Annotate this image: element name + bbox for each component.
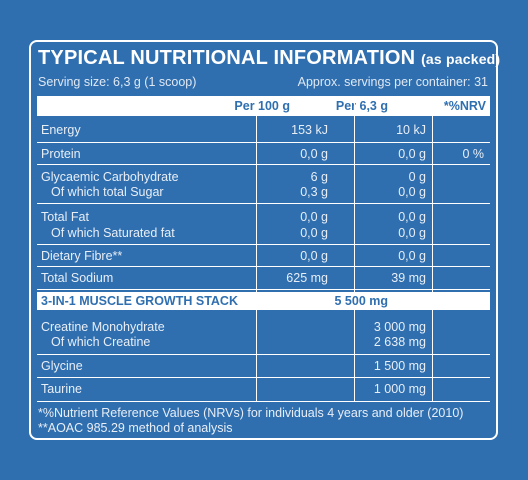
stack-row-value: 1 000 mg [373, 382, 426, 396]
nutrition-panel [29, 40, 498, 440]
row-per-serving: 39 mg [391, 271, 426, 285]
row-divider [37, 377, 490, 378]
column-divider [354, 96, 355, 402]
row-label: Energy [41, 123, 81, 137]
row-divider [37, 354, 490, 355]
row-per100: 0,0 g [300, 226, 328, 240]
row-divider [37, 266, 490, 267]
row-per-serving: 0,0 g [398, 147, 426, 161]
stack-row-label: Taurine [41, 382, 82, 396]
stack-row-label: Creatine Monohydrate [41, 320, 165, 334]
row-label: Protein [41, 147, 81, 161]
title-suffix: (as packed) [421, 51, 501, 67]
stack-row-label: Glycine [41, 359, 83, 373]
stack-label: 3-IN-1 MUSCLE GROWTH STACK [41, 294, 238, 308]
row-label: Of which total Sugar [51, 185, 164, 199]
row-per100: 0,0 g [300, 210, 328, 224]
serving-size: Serving size: 6,3 g (1 scoop) [38, 75, 197, 89]
row-label: Dietary Fibre** [41, 249, 123, 263]
row-divider [37, 401, 490, 402]
row-per-serving: 0,0 g [398, 249, 426, 263]
header-per100: Per 100 g [234, 99, 290, 113]
row-per-serving: 0,0 g [398, 226, 426, 240]
row-per100: 0,3 g [300, 185, 328, 199]
row-divider [37, 289, 490, 290]
footnote-aoac: **AOAC 985.29 method of analysis [38, 421, 233, 435]
row-label: Glycaemic Carbohydrate [41, 170, 179, 184]
header-nrv: *%NRV [443, 99, 486, 113]
title-main: TYPICAL NUTRITIONAL INFORMATION [38, 47, 416, 69]
row-divider [37, 244, 490, 245]
row-divider [37, 203, 490, 204]
row-per-serving: 0,0 g [398, 185, 426, 199]
header-per-serving: Per 6,3 g [335, 99, 388, 113]
row-per-serving: 10 kJ [396, 123, 426, 137]
stack-row-value: 1 500 mg [373, 359, 426, 373]
row-per100: 153 kJ [291, 123, 328, 137]
stack-row-value: 3 000 mg [373, 320, 426, 334]
panel-title: TYPICAL NUTRITIONAL INFORMATION (as pack… [38, 47, 500, 70]
stack-per-serving: 5 500 mg [334, 294, 388, 308]
row-label: Total Fat [41, 210, 89, 224]
column-divider [256, 96, 257, 402]
stack-row-value: 2 638 mg [373, 335, 426, 349]
row-nrv: 0 % [462, 147, 484, 161]
row-divider [37, 142, 490, 143]
stack-header: 3-IN-1 MUSCLE GROWTH STACK 5 500 mg [37, 292, 490, 310]
footnote-nrv: *%Nutrient Reference Values (NRVs) for i… [38, 406, 464, 420]
row-per100: 6 g [310, 170, 328, 184]
row-per-serving: 0 g [408, 170, 426, 184]
row-divider [37, 164, 490, 165]
table-header: Per 100 g Per 6,3 g *%NRV [37, 96, 490, 116]
servings-per-container: Approx. servings per container: 31 [297, 75, 488, 89]
row-per-serving: 0,0 g [398, 210, 426, 224]
stack-row-label: Of which Creatine [51, 335, 151, 349]
column-divider [432, 96, 433, 402]
row-per100: 625 mg [286, 271, 328, 285]
row-per100: 0,0 g [300, 249, 328, 263]
row-label: Of which Saturated fat [51, 226, 175, 240]
row-label: Total Sodium [41, 271, 114, 285]
row-per100: 0,0 g [300, 147, 328, 161]
